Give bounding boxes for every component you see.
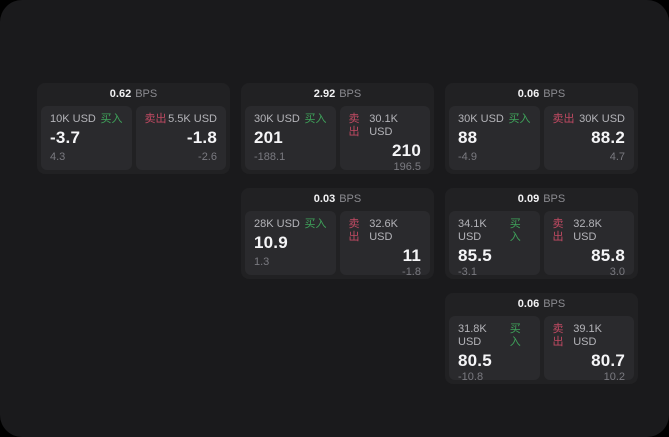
- sell-label: 卖出: [348, 113, 360, 138]
- quote-grid: 0.62 BPS 10K USD 买入 -3.7 4.3 卖出 5.5K USD: [37, 83, 638, 384]
- quote-card: 0.62 BPS 10K USD 买入 -3.7 4.3 卖出 5.5K USD: [37, 83, 230, 174]
- buy-price: 10.9: [254, 233, 288, 252]
- sell-tile[interactable]: 卖出 32.8K USD 85.8 3.0: [543, 211, 634, 278]
- buy-label: 买入: [304, 218, 327, 230]
- sell-price: 210: [392, 141, 421, 160]
- quote-card: 0.03 BPS 28K USD 买入 10.9 1.3 卖出 32.6K US…: [241, 188, 434, 279]
- sell-price: 11: [402, 246, 421, 265]
- spread-unit: BPS: [543, 88, 566, 100]
- spread-header: 0.06 BPS: [449, 293, 634, 316]
- sell-tile[interactable]: 卖出 5.5K USD -1.8 -2.6: [135, 106, 226, 170]
- buy-tile[interactable]: 30K USD 买入 88 -4.9: [449, 106, 540, 170]
- sell-size: 30.1K USD: [369, 113, 398, 138]
- sell-label: 卖出: [144, 113, 167, 125]
- buy-label: 买入: [508, 113, 531, 125]
- spread-value: 0.06: [517, 298, 540, 310]
- buy-delta: -10.8: [458, 371, 484, 383]
- sell-size: 5.5K USD: [168, 113, 217, 125]
- spread-unit: BPS: [543, 193, 566, 205]
- quote-card: 0.06 BPS 30K USD 买入 88 -4.9 卖出 30K USD: [445, 83, 638, 174]
- spread-value: 0.06: [517, 88, 540, 100]
- buy-label: 买入: [304, 113, 327, 125]
- buy-size: 31.8K USD: [458, 323, 487, 348]
- sell-price: -1.8: [186, 128, 217, 147]
- sell-label: 卖出: [552, 218, 564, 243]
- quote-card: 0.06 BPS 31.8K USD 买入 80.5 -10.8 卖出 39.1…: [445, 293, 638, 384]
- sell-label: 卖出: [552, 113, 575, 125]
- buy-delta: -4.9: [458, 151, 477, 163]
- buy-label: 买入: [509, 218, 521, 243]
- spread-value: 0.09: [517, 193, 540, 205]
- buy-price: 88: [458, 128, 478, 147]
- sell-delta: 196.5: [393, 161, 421, 173]
- sell-price: 80.7: [591, 351, 625, 370]
- spread-value: 0.62: [109, 88, 132, 100]
- sell-delta: 3.0: [609, 266, 625, 278]
- sell-delta: -1.8: [402, 266, 421, 278]
- sell-tile[interactable]: 卖出 39.1K USD 80.7 10.2: [543, 316, 634, 383]
- buy-tile[interactable]: 31.8K USD 买入 80.5 -10.8: [449, 316, 540, 383]
- spread-unit: BPS: [543, 298, 566, 310]
- buy-delta: 1.3: [254, 256, 270, 268]
- buy-price: -3.7: [50, 128, 81, 147]
- spread-header: 2.92 BPS: [245, 83, 430, 106]
- buy-tile[interactable]: 30K USD 买入 201 -188.1: [245, 106, 336, 170]
- sell-price: 85.8: [591, 246, 625, 265]
- sell-tile[interactable]: 卖出 30K USD 88.2 4.7: [543, 106, 634, 170]
- buy-label: 买入: [509, 323, 521, 348]
- sell-delta: 4.7: [609, 151, 625, 163]
- spread-value: 0.03: [313, 193, 336, 205]
- buy-size: 34.1K USD: [458, 218, 487, 243]
- spread-header: 0.09 BPS: [449, 188, 634, 211]
- sell-tile[interactable]: 卖出 32.6K USD 11 -1.8: [339, 211, 430, 278]
- sell-size: 30K USD: [579, 113, 625, 125]
- sell-size: 39.1K USD: [573, 323, 602, 348]
- buy-tile[interactable]: 34.1K USD 买入 85.5 -3.1: [449, 211, 540, 278]
- spread-header: 0.03 BPS: [245, 188, 430, 211]
- buy-size: 28K USD: [254, 218, 300, 230]
- buy-tile[interactable]: 10K USD 买入 -3.7 4.3: [41, 106, 132, 170]
- buy-size: 30K USD: [254, 113, 300, 125]
- buy-delta: -3.1: [458, 266, 477, 278]
- buy-delta: 4.3: [50, 151, 66, 163]
- spread-unit: BPS: [339, 193, 362, 205]
- quote-card: 0.09 BPS 34.1K USD 买入 85.5 -3.1 卖出 32.8K…: [445, 188, 638, 279]
- buy-price: 85.5: [458, 246, 492, 265]
- buy-price: 201: [254, 128, 283, 147]
- buy-label: 买入: [100, 113, 123, 125]
- spread-unit: BPS: [135, 88, 158, 100]
- buy-size: 10K USD: [50, 113, 96, 125]
- sell-delta: -2.6: [198, 151, 217, 163]
- quote-card: 2.92 BPS 30K USD 买入 201 -188.1 卖出 30.1K …: [241, 83, 434, 174]
- buy-size: 30K USD: [458, 113, 504, 125]
- sell-label: 卖出: [348, 218, 360, 243]
- buy-tile[interactable]: 28K USD 买入 10.9 1.3: [245, 211, 336, 275]
- sell-tile[interactable]: 卖出 30.1K USD 210 196.5: [339, 106, 430, 173]
- sell-size: 32.6K USD: [369, 218, 398, 243]
- sell-size: 32.8K USD: [573, 218, 602, 243]
- sell-price: 88.2: [591, 128, 625, 147]
- buy-price: 80.5: [458, 351, 492, 370]
- sell-delta: 10.2: [603, 371, 625, 383]
- buy-delta: -188.1: [254, 151, 286, 163]
- spread-value: 2.92: [313, 88, 336, 100]
- spread-header: 0.62 BPS: [41, 83, 226, 106]
- spread-unit: BPS: [339, 88, 362, 100]
- spread-header: 0.06 BPS: [449, 83, 634, 106]
- sell-label: 卖出: [552, 323, 564, 348]
